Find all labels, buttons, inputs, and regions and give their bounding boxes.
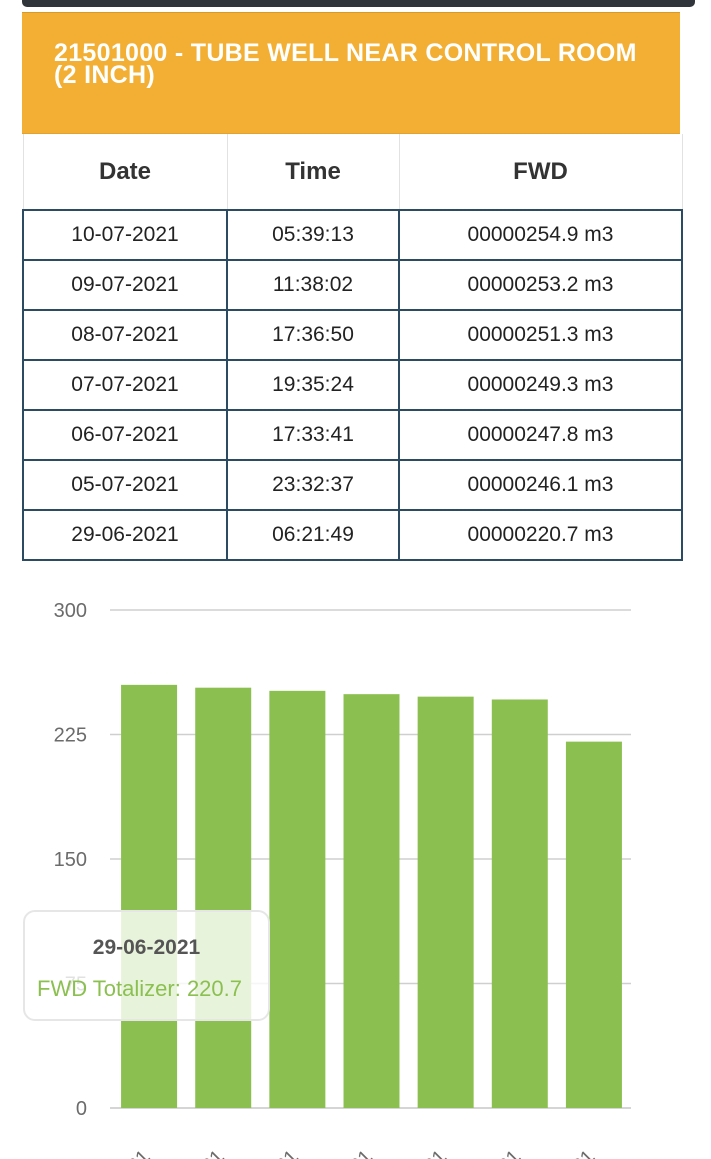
table-row: 09-07-2021 11:38:02 00000253.2 m3 xyxy=(22,259,683,311)
column-header-date[interactable]: Date xyxy=(22,134,228,211)
table-row: 08-07-2021 17:36:50 00000251.3 m3 xyxy=(22,309,683,361)
y-tick-label: 150 xyxy=(54,849,87,871)
table-row: 29-06-2021 06:21:49 00000220.7 m3 xyxy=(22,509,683,561)
bar-10-07-2021[interactable] xyxy=(121,684,178,1108)
top-bar-strip xyxy=(22,0,695,7)
tooltip-value: FWD Totalizer: 220.7 xyxy=(37,976,243,1001)
cell-time: 19:35:24 xyxy=(226,359,400,411)
x-tick-label: 21 xyxy=(420,1146,451,1159)
readings-table: Date Time FWD 10-07-2021 05:39:13 000002… xyxy=(22,134,683,561)
bar-05-07-2021[interactable] xyxy=(491,699,548,1108)
bar-08-07-2021[interactable] xyxy=(269,690,326,1108)
readings-table-container: Date Time FWD 10-07-2021 05:39:13 000002… xyxy=(22,134,683,561)
bar-29-06-2021[interactable] xyxy=(565,741,622,1108)
cell-time: 05:39:13 xyxy=(226,209,400,261)
cell-fwd: 00000251.3 m3 xyxy=(398,309,683,361)
cell-fwd: 00000246.1 m3 xyxy=(398,459,683,511)
x-tick-label: 21 xyxy=(123,1146,154,1159)
chart-tooltip: 29-06-2021 FWD Totalizer: 220.7 xyxy=(23,910,270,1021)
cell-fwd: 00000254.9 m3 xyxy=(398,209,683,261)
top-bar xyxy=(0,0,711,8)
cell-time: 11:38:02 xyxy=(226,259,400,311)
x-axis-ticks: 21 21 21 21 21 21 21 xyxy=(123,1146,599,1159)
bar-06-07-2021[interactable] xyxy=(417,696,474,1108)
bars xyxy=(121,684,622,1108)
y-tick-label: 300 xyxy=(54,600,87,622)
cell-fwd: 00000220.7 m3 xyxy=(398,509,683,561)
table-row: 10-07-2021 05:39:13 00000254.9 m3 xyxy=(22,209,683,261)
cell-date: 06-07-2021 xyxy=(22,409,228,461)
fwd-bar-chart: 075150225300 21212121212121 xyxy=(0,560,711,1159)
table-row: 07-07-2021 19:35:24 00000249.3 m3 xyxy=(22,359,683,411)
cell-fwd: 00000253.2 m3 xyxy=(398,259,683,311)
bar-09-07-2021[interactable] xyxy=(195,687,252,1108)
x-tick-label: 21 xyxy=(346,1146,377,1159)
cell-fwd: 00000249.3 m3 xyxy=(398,359,683,411)
y-axis-ticks: 075150225300 xyxy=(54,600,87,1120)
cell-date: 29-06-2021 xyxy=(22,509,228,561)
cell-time: 17:33:41 xyxy=(226,409,400,461)
station-title: 21501000 - TUBE WELL NEAR CONTROL ROOM (… xyxy=(54,39,637,89)
cell-date: 09-07-2021 xyxy=(22,259,228,311)
cell-time: 17:36:50 xyxy=(226,309,400,361)
cell-date: 10-07-2021 xyxy=(22,209,228,261)
bar-07-07-2021[interactable] xyxy=(343,694,400,1108)
tooltip-date: 29-06-2021 xyxy=(92,936,201,959)
cell-fwd: 00000247.8 m3 xyxy=(398,409,683,461)
x-tick-label: 21 xyxy=(494,1146,525,1159)
cell-date: 07-07-2021 xyxy=(22,359,228,411)
column-header-fwd[interactable]: FWD xyxy=(398,134,683,211)
chart-svg: 075150225300 21212121212121 xyxy=(54,600,631,1159)
cell-date: 08-07-2021 xyxy=(22,309,228,361)
station-header: 21501000 - TUBE WELL NEAR CONTROL ROOM (… xyxy=(22,12,680,134)
table-row: 05-07-2021 23:32:37 00000246.1 m3 xyxy=(22,459,683,511)
cell-date: 05-07-2021 xyxy=(22,459,228,511)
cell-time: 06:21:49 xyxy=(226,509,400,561)
x-tick-label: 21 xyxy=(568,1146,599,1159)
x-tick-label: 21 xyxy=(272,1146,303,1159)
x-tick-label: 21 xyxy=(197,1146,228,1159)
column-header-time[interactable]: Time xyxy=(226,134,400,211)
y-tick-label: 0 xyxy=(76,1098,87,1120)
cell-time: 23:32:37 xyxy=(226,459,400,511)
table-row: 06-07-2021 17:33:41 00000247.8 m3 xyxy=(22,409,683,461)
table-header-row: Date Time FWD xyxy=(22,134,683,211)
y-tick-label: 225 xyxy=(54,725,87,747)
